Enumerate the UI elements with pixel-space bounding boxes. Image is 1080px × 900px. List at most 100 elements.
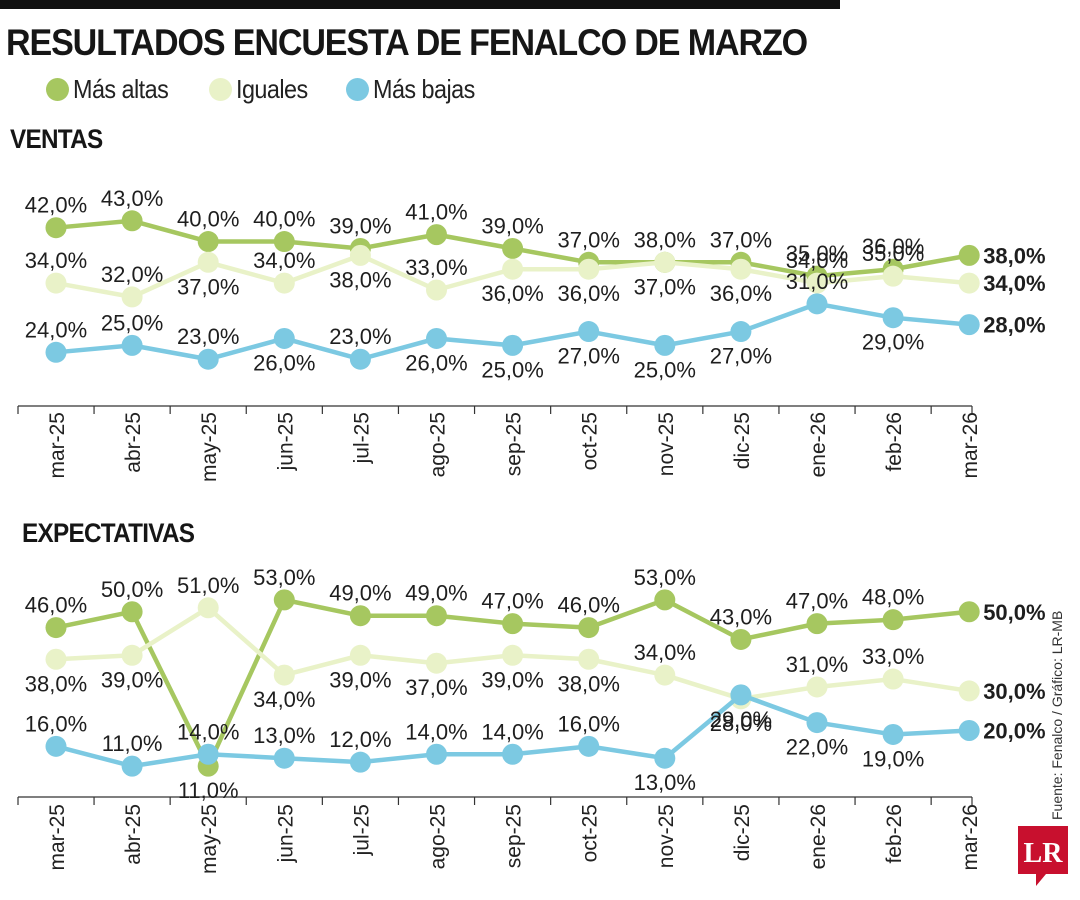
ventas-point-mas-bajas-may-25 bbox=[197, 348, 219, 370]
expectativas-point-iguales-may-25 bbox=[197, 597, 219, 619]
ventas-tick-label-sep-25: sep-25 bbox=[503, 412, 526, 476]
ventas-data-label-mas-bajas-feb-26: 29,0% bbox=[862, 330, 924, 355]
expectativas-point-mas-bajas-mar-26 bbox=[958, 720, 980, 741]
expectativas-point-iguales-jul-25 bbox=[349, 644, 371, 666]
expectativas-point-mas-altas-abr-25 bbox=[121, 601, 143, 623]
expectativas-point-mas-altas-sep-25 bbox=[502, 613, 524, 635]
ventas-point-iguales-feb-26 bbox=[882, 265, 904, 287]
legend-swatch-mas-altas bbox=[46, 78, 69, 101]
ventas-data-label-mas-bajas-abr-25: 25,0% bbox=[101, 310, 163, 335]
expectativas-data-label-mas-bajas-jul-25: 12,0% bbox=[329, 727, 391, 752]
expectativas-data-label-mas-altas-nov-25: 53,0% bbox=[634, 565, 696, 590]
ventas-tick-label-feb-26: feb-26 bbox=[883, 412, 906, 472]
expectativas-data-label-mas-bajas-dic-25: 29,0% bbox=[710, 707, 772, 732]
expectativas-point-mas-altas-mar-26 bbox=[958, 601, 980, 623]
ventas-data-label-mas-bajas-jul-25: 23,0% bbox=[329, 324, 391, 349]
expectativas-data-label-mas-altas-ene-26: 47,0% bbox=[786, 589, 848, 614]
expectativas-point-mas-bajas-may-25 bbox=[197, 743, 219, 765]
ventas-point-mas-altas-sep-25 bbox=[502, 237, 524, 259]
expectativas-data-label-iguales-feb-26: 33,0% bbox=[862, 644, 924, 669]
expectativas-point-mas-altas-mar-25 bbox=[45, 617, 67, 639]
expectativas-data-label-mas-bajas-mar-25: 16,0% bbox=[25, 711, 87, 736]
lr-logo: LR bbox=[1018, 826, 1068, 886]
expectativas-data-label-mas-altas-abr-25: 50,0% bbox=[101, 577, 163, 602]
ventas-data-label-iguales-oct-25: 36,0% bbox=[558, 281, 620, 306]
expectativas-point-mas-altas-nov-25 bbox=[654, 589, 676, 611]
expectativas-point-mas-altas-ene-26 bbox=[806, 613, 828, 635]
expectativas-point-iguales-ene-26 bbox=[806, 676, 828, 698]
expectativas-data-label-mas-altas-mar-26: 50,0% bbox=[983, 600, 1045, 625]
ventas-tick-label-oct-25: oct-25 bbox=[579, 412, 602, 470]
ventas-data-label-mas-altas-oct-25: 37,0% bbox=[558, 227, 620, 252]
expectativas-data-label-iguales-dic-25: 28,0% bbox=[710, 711, 772, 736]
expectativas-tick-label-sep-25: sep-25 bbox=[503, 804, 526, 868]
expectativas-point-iguales-feb-26 bbox=[882, 668, 904, 690]
legend-label-iguales: Iguales bbox=[235, 74, 308, 104]
ventas-data-label-iguales-jul-25: 38,0% bbox=[329, 267, 391, 292]
ventas-point-mas-altas-mar-25 bbox=[45, 217, 67, 239]
ventas-data-label-mas-altas-mar-25: 42,0% bbox=[25, 193, 87, 218]
expectativas-data-label-iguales-jun-25: 34,0% bbox=[253, 687, 315, 712]
legend-item-mas-bajas: Más bajas bbox=[345, 74, 486, 105]
ventas-data-label-mas-altas-abr-25: 43,0% bbox=[101, 186, 163, 211]
ventas-point-mas-bajas-mar-26 bbox=[958, 314, 980, 336]
ventas-data-label-mas-bajas-ago-25: 26,0% bbox=[405, 350, 467, 375]
ventas-data-label-mas-bajas-ene-26: 31,0% bbox=[786, 269, 848, 294]
expectativas-data-label-mas-bajas-sep-25: 14,0% bbox=[481, 719, 543, 744]
ventas-tick-label-jun-25: jun-25 bbox=[274, 412, 297, 471]
expectativas-data-label-iguales-mar-25: 38,0% bbox=[25, 671, 87, 696]
ventas-tick-label-nov-25: nov-25 bbox=[655, 412, 678, 476]
expectativas-point-mas-altas-jun-25 bbox=[273, 589, 295, 611]
expectativas-tick-label-jun-25: jun-25 bbox=[274, 804, 297, 863]
expectativas-tick-label-abr-25: abr-25 bbox=[122, 804, 145, 865]
expectativas-tick-label-mar-25: mar-25 bbox=[46, 804, 69, 871]
ventas-point-iguales-dic-25 bbox=[730, 258, 752, 280]
ventas-data-label-iguales-feb-26: 35,0% bbox=[862, 241, 924, 266]
legend: Más altas Iguales Más bajas bbox=[46, 74, 516, 105]
expectativas-point-mas-altas-dic-25 bbox=[730, 628, 752, 650]
ventas-data-label-mas-bajas-may-25: 23,0% bbox=[177, 324, 239, 349]
ventas-data-label-mas-altas-jun-25: 40,0% bbox=[253, 207, 315, 232]
ventas-point-mas-altas-jun-25 bbox=[273, 231, 295, 253]
expectativas-data-label-mas-altas-jul-25: 49,0% bbox=[329, 581, 391, 606]
ventas-point-iguales-oct-25 bbox=[578, 258, 600, 280]
expectativas-tick-label-feb-26: feb-26 bbox=[883, 804, 906, 864]
expectativas-data-label-iguales-oct-25: 38,0% bbox=[558, 671, 620, 696]
expectativas-point-iguales-sep-25 bbox=[502, 644, 524, 666]
ventas-data-label-mas-altas-ene-26: 35,0% bbox=[786, 241, 848, 266]
expectativas-labels-mas-altas: 46,0% 50,0% 11,0% 53,0% 49,0% 49,0% 47,0% 46,0%… bbox=[25, 565, 1046, 803]
ventas-point-mas-bajas-oct-25 bbox=[578, 321, 600, 343]
expectativas-data-label-mas-altas-jun-25: 53,0% bbox=[253, 565, 315, 590]
expectativas-point-mas-bajas-jun-25 bbox=[273, 747, 295, 769]
expectativas-point-mas-bajas-abr-25 bbox=[121, 755, 143, 777]
ventas-data-label-iguales-ene-26: 34,0% bbox=[786, 248, 848, 273]
expectativas-tick-label-may-25: may-25 bbox=[198, 804, 221, 874]
ventas-data-label-mas-bajas-mar-26: 28,0% bbox=[983, 313, 1045, 338]
expectativas-point-iguales-jun-25 bbox=[273, 664, 295, 686]
ventas-tick-label-mar-25: mar-25 bbox=[46, 412, 69, 479]
ventas-point-iguales-mar-26 bbox=[958, 272, 980, 294]
ventas-data-label-iguales-jun-25: 34,0% bbox=[253, 248, 315, 273]
ventas-data-label-iguales-ago-25: 33,0% bbox=[405, 255, 467, 280]
expectativas-point-iguales-ago-25 bbox=[426, 652, 447, 674]
expectativas-point-mas-bajas-sep-25 bbox=[502, 743, 524, 765]
expectativas-point-mas-bajas-mar-25 bbox=[45, 735, 67, 757]
expectativas-data-label-iguales-may-25: 51,0% bbox=[177, 573, 239, 598]
ventas-x-axis: mar-25 abr-25 may-25 jun-25 jul-25 ago-25 sep-… bbox=[17, 405, 982, 482]
expectativas-data-label-mas-bajas-ago-25: 14,0% bbox=[405, 719, 467, 744]
ventas-point-mas-bajas-mar-25 bbox=[45, 341, 67, 363]
ventas-point-iguales-jun-25 bbox=[273, 272, 295, 294]
ventas-point-iguales-ene-26 bbox=[806, 272, 828, 294]
expectativas-point-iguales-abr-25 bbox=[121, 644, 143, 666]
ventas-labels-iguales: 34,0% 32,0% 37,0% 34,0% 38,0% 33,0% 36,0% 36,0%… bbox=[25, 241, 1046, 306]
expectativas-labels-iguales: 38,0% 39,0% 51,0% 34,0% 39,0% 37,0% 39,0% 38,0%… bbox=[25, 573, 1046, 736]
ventas-data-label-mas-altas-feb-26: 36,0% bbox=[862, 234, 924, 259]
ventas-tick-label-mar-26: mar-26 bbox=[959, 412, 982, 479]
ventas-data-label-iguales-sep-25: 36,0% bbox=[481, 281, 543, 306]
ventas-data-label-mas-bajas-jun-25: 26,0% bbox=[253, 350, 315, 375]
ventas-labels-mas-altas: 42,0% 43,0% 40,0% 40,0% 39,0% 41,0% 39,0% 37,0%… bbox=[25, 186, 1046, 269]
expectativas-point-iguales-mar-26 bbox=[958, 680, 980, 702]
ventas-point-mas-altas-mar-26 bbox=[958, 244, 980, 266]
